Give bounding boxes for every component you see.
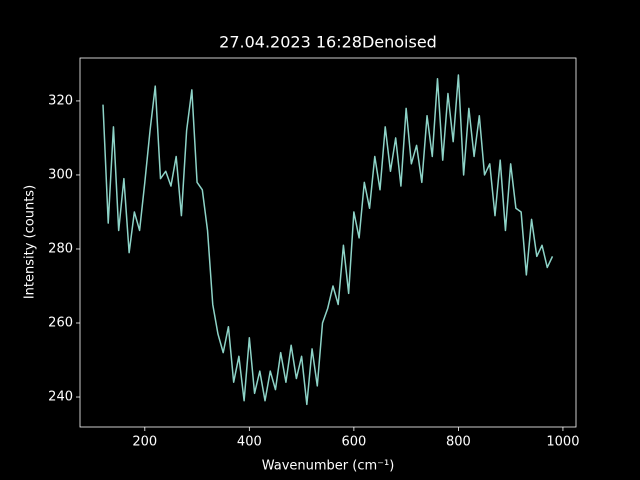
y-tick-label: 320 xyxy=(48,93,73,108)
data-line xyxy=(102,74,554,406)
x-axis-label: Wavenumber (cm⁻¹) xyxy=(262,459,395,474)
chart-title: 27.04.2023 16:28Denoised xyxy=(219,33,437,52)
y-tick-label: 240 xyxy=(48,390,73,405)
x-tick-label: 200 xyxy=(132,435,157,450)
x-tick-label: 1000 xyxy=(546,435,579,450)
x-tick-label: 800 xyxy=(446,435,471,450)
y-tick-label: 280 xyxy=(48,241,73,256)
y-tick-label: 300 xyxy=(48,167,73,182)
x-tick-label: 400 xyxy=(237,435,262,450)
y-axis-label: Intensity (counts) xyxy=(23,185,38,299)
y-tick-label: 260 xyxy=(48,315,73,330)
x-tick-label: 600 xyxy=(341,435,366,450)
plot-frame xyxy=(79,57,577,428)
